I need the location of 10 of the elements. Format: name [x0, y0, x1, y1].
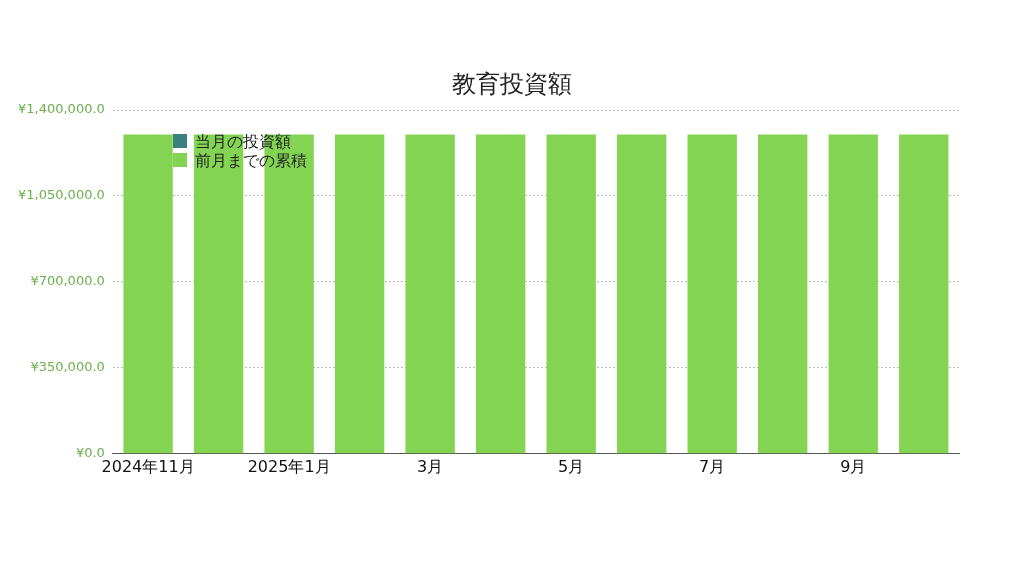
x-tick-label: 3月 [417, 456, 444, 476]
y-tick-label: ¥700,000.0 [30, 273, 105, 289]
x-tick-label: 9月 [840, 456, 867, 476]
y-tick-label: ¥1,050,000.0 [17, 187, 105, 203]
y-tick-label: ¥1,400,000.0 [17, 101, 105, 117]
x-tick-label: 7月 [699, 456, 726, 476]
y-tick-label: ¥350,000.0 [30, 359, 105, 375]
x-tick-label: 5月 [558, 456, 585, 476]
x-tick-label: 2025年1月 [247, 456, 331, 476]
chart-title: 教育投資額 [451, 69, 573, 100]
